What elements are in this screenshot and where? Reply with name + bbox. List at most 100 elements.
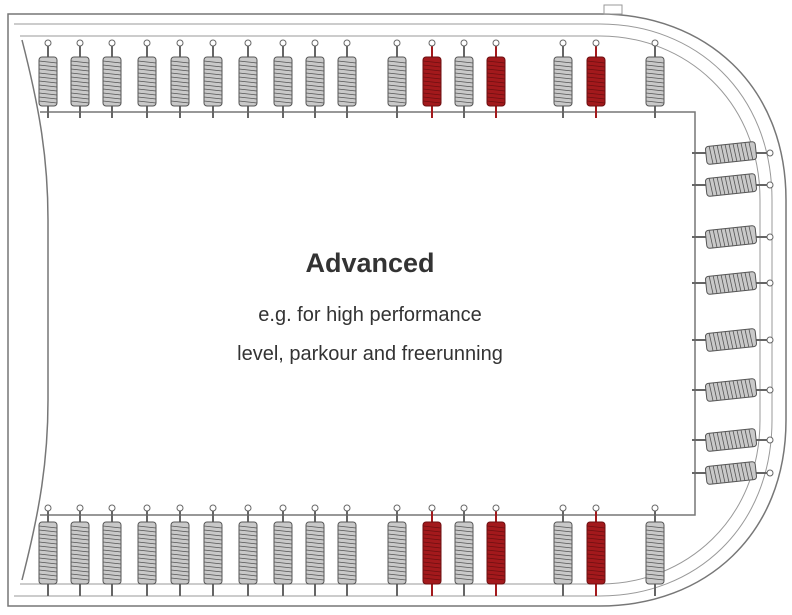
spring-coil <box>454 76 474 80</box>
spring-coil <box>137 549 157 553</box>
spring <box>387 504 407 596</box>
spring-coil <box>305 88 325 92</box>
spring-coil <box>102 545 122 549</box>
spring-coil <box>586 573 606 577</box>
spring-coil <box>38 92 58 96</box>
spring-coil <box>645 545 665 549</box>
spring-coil <box>645 80 665 84</box>
spring-coil <box>387 573 407 577</box>
spring-coil <box>387 565 407 569</box>
spring-coil <box>708 333 714 352</box>
spring-coil <box>38 541 58 545</box>
spring-coil <box>38 545 58 549</box>
spring-coil <box>454 553 474 557</box>
spring <box>586 504 606 596</box>
spring-coil <box>712 465 718 484</box>
spring-coil <box>102 533 122 537</box>
spring-coil <box>203 68 223 72</box>
spring-eye <box>766 149 774 157</box>
spring-coil <box>553 68 573 72</box>
spring-coil <box>337 525 357 529</box>
spring-coil <box>645 76 665 80</box>
spring-coil <box>486 565 506 569</box>
spring-coil <box>645 100 665 104</box>
spring-coil <box>553 557 573 561</box>
spring-coil <box>724 274 730 293</box>
spring <box>137 504 157 596</box>
spring-coil <box>486 569 506 573</box>
spring-coil <box>486 541 506 545</box>
spring-coil <box>748 141 754 160</box>
spring-coil <box>70 64 90 68</box>
spring-body <box>553 521 573 585</box>
spring-coil <box>238 68 258 72</box>
spring-coil <box>273 541 293 545</box>
spring-coil <box>305 64 325 68</box>
spring-coil <box>305 60 325 64</box>
spring <box>692 328 774 352</box>
spring-coil <box>137 553 157 557</box>
spring-coil <box>740 379 746 398</box>
spring-body <box>337 521 357 585</box>
spring-coil <box>273 100 293 104</box>
spring <box>203 39 223 118</box>
spring-body <box>486 521 506 585</box>
spring-coil <box>238 72 258 76</box>
spring-coil <box>716 382 722 401</box>
spring-coil <box>305 565 325 569</box>
spring-coil <box>454 529 474 533</box>
spring-coil <box>422 88 442 92</box>
spring-coil <box>70 565 90 569</box>
spring-coil <box>170 100 190 104</box>
spring-eye <box>143 504 151 512</box>
spring-coil <box>273 573 293 577</box>
spring-coil <box>38 561 58 565</box>
spring-coil <box>38 64 58 68</box>
spring-coil <box>337 549 357 553</box>
spring-coil <box>720 464 726 483</box>
spring-coil <box>387 68 407 72</box>
spring-coil <box>736 380 742 399</box>
spring-coil <box>736 463 742 482</box>
spring-coil <box>454 545 474 549</box>
spring-coil <box>137 525 157 529</box>
spring-coil <box>422 569 442 573</box>
spring-coil <box>748 328 754 347</box>
spring-coil <box>203 569 223 573</box>
spring-coil <box>102 100 122 104</box>
spring-coil <box>137 537 157 541</box>
spring-eye <box>592 504 600 512</box>
spring-coil <box>744 174 750 193</box>
spring-body <box>137 521 157 585</box>
spring-coil <box>305 72 325 76</box>
spring-coil <box>70 577 90 581</box>
spring-coil <box>305 80 325 84</box>
spring-eye <box>244 504 252 512</box>
spring-coil <box>102 96 122 100</box>
spring-coil <box>553 525 573 529</box>
spring-coil <box>273 68 293 72</box>
spring <box>337 39 357 118</box>
spring-coil <box>586 92 606 96</box>
spring-coil <box>422 96 442 100</box>
spring-coil <box>422 549 442 553</box>
spring <box>238 504 258 596</box>
spring-coil <box>238 76 258 80</box>
spring-coil <box>102 72 122 76</box>
spring-coil <box>553 76 573 80</box>
spring-coil <box>170 537 190 541</box>
spring-coil <box>203 64 223 68</box>
spring-coil <box>305 529 325 533</box>
spring-coil <box>337 565 357 569</box>
spring-coil <box>748 271 754 290</box>
spring-coil <box>708 178 714 197</box>
spring-coil <box>553 88 573 92</box>
spring-coil <box>645 529 665 533</box>
spring-coil <box>137 96 157 100</box>
spring-coil <box>70 88 90 92</box>
spring-coil <box>38 100 58 104</box>
spring-coil <box>203 96 223 100</box>
spring-coil <box>454 573 474 577</box>
spring-eye <box>311 504 319 512</box>
spring-eye <box>209 39 217 47</box>
